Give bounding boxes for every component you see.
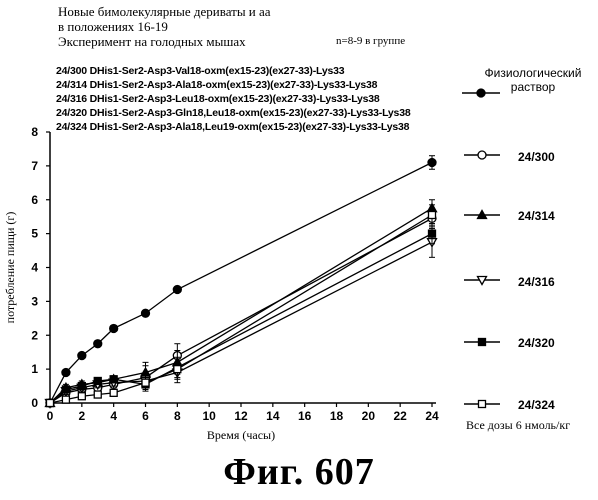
- x-tick-label: 18: [330, 409, 344, 423]
- legend-label-saline-line-1: Физиологический: [485, 66, 582, 80]
- data-point: [62, 386, 69, 393]
- x-tick-label: 6: [142, 409, 149, 423]
- y-tick-label: 7: [31, 159, 38, 173]
- series-4: [47, 223, 436, 406]
- legend-marker-1: [478, 151, 486, 159]
- series-line: [50, 218, 432, 403]
- y-tick-label: 4: [31, 261, 38, 275]
- legend-label-24-320: 24/320: [518, 336, 555, 350]
- chart-series: [46, 156, 437, 408]
- x-tick-label: 14: [266, 409, 280, 423]
- x-tick-label: 0: [47, 409, 54, 423]
- series-2: [46, 200, 437, 407]
- y-tick-label: 8: [31, 125, 38, 139]
- y-tick-label: 3: [31, 294, 38, 308]
- legend-label-24-316: 24/316: [518, 275, 555, 289]
- series-line: [50, 208, 432, 403]
- legend-label-saline-line-2: раствор: [511, 80, 555, 94]
- legend-marker-4: [479, 339, 486, 346]
- data-point: [110, 376, 117, 383]
- chart-legend: [462, 89, 500, 408]
- data-point: [110, 324, 118, 332]
- y-tick-label: 1: [31, 362, 38, 376]
- data-point: [173, 286, 181, 294]
- data-point: [110, 389, 117, 396]
- dose-note: Все дозы 6 нмоль/кг: [466, 418, 570, 433]
- x-tick-label: 10: [202, 409, 216, 423]
- data-point: [142, 379, 149, 386]
- legend-label-saline: Физиологический раствор: [478, 66, 588, 94]
- data-point: [62, 396, 69, 403]
- series-0: [46, 156, 436, 407]
- legend-label-24-324: 24/324: [518, 398, 555, 412]
- data-point: [78, 393, 85, 400]
- x-tick-label: 16: [298, 409, 312, 423]
- x-tick-label: 12: [234, 409, 248, 423]
- legend-label-24-300: 24/300: [518, 150, 555, 164]
- series-line: [50, 242, 432, 403]
- data-point: [142, 309, 150, 317]
- x-tick-label: 4: [110, 409, 117, 423]
- y-tick-label: 2: [31, 328, 38, 342]
- y-tick-label: 0: [31, 396, 38, 410]
- x-axis-label: Время (часы): [207, 428, 275, 442]
- data-point: [78, 352, 86, 360]
- y-tick-label: 5: [31, 227, 38, 241]
- figure-caption: Фиг. 607: [0, 450, 598, 494]
- data-point: [94, 340, 102, 348]
- data-point: [94, 377, 101, 384]
- x-tick-label: 2: [78, 409, 85, 423]
- x-tick-label: 22: [393, 409, 407, 423]
- y-tick-label: 6: [31, 193, 38, 207]
- data-point: [94, 391, 101, 398]
- data-point: [78, 383, 85, 390]
- series-1: [46, 208, 436, 407]
- data-point: [429, 211, 436, 218]
- y-axis-label: потребление пищи (г): [3, 212, 17, 324]
- data-point: [429, 230, 436, 237]
- data-point: [174, 366, 181, 373]
- series-line: [50, 162, 432, 403]
- x-tick-label: 8: [174, 409, 181, 423]
- legend-marker-5: [479, 401, 486, 408]
- series-line: [50, 234, 432, 403]
- series-5: [47, 205, 436, 407]
- x-tick-label: 20: [362, 409, 376, 423]
- data-point: [428, 158, 436, 166]
- x-tick-label: 24: [425, 409, 439, 423]
- legend-label-24-314: 24/314: [518, 209, 555, 223]
- data-point: [47, 400, 54, 407]
- data-point: [62, 369, 70, 377]
